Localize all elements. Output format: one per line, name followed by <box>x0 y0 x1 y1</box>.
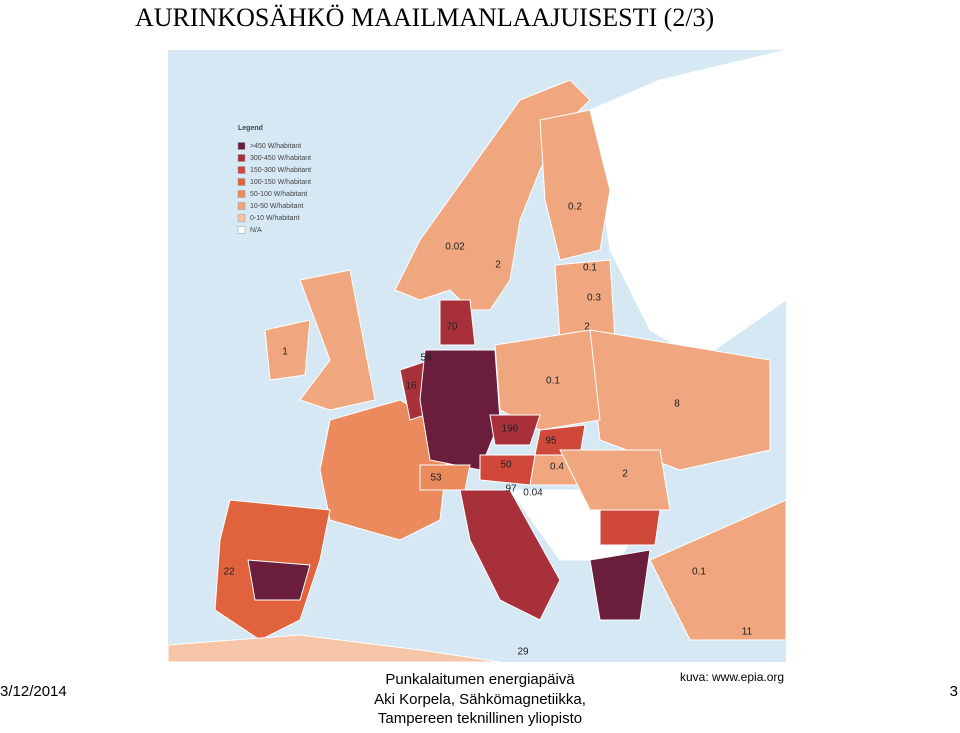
africa <box>167 634 501 663</box>
region-label: 0.4 <box>550 462 564 473</box>
russia <box>589 49 787 361</box>
legend-swatch <box>237 190 246 198</box>
footer-line: Tampereen teknillinen yliopisto <box>378 710 582 727</box>
region-label: 50 <box>500 460 512 471</box>
slide-title: AURINKOSÄHKÖ MAAILMANLAAJUISESTI (2/3) <box>135 3 714 32</box>
switzerland <box>419 464 471 491</box>
region-label: 0.02 <box>445 242 465 253</box>
legend-entry: >450 W/habitant <box>250 143 301 150</box>
uk <box>299 269 376 411</box>
legend-entry: 50-100 W/habitant <box>250 191 307 198</box>
legend-swatch <box>237 142 246 150</box>
poland <box>494 329 601 431</box>
region-label: 11 <box>742 627 753 638</box>
turkey <box>649 499 787 641</box>
finland <box>539 109 611 261</box>
legend-swatch <box>237 178 246 186</box>
ireland <box>264 319 311 381</box>
region-label: 8 <box>674 399 680 410</box>
greece <box>589 549 651 621</box>
romania <box>559 449 671 511</box>
legend-entry: N/A <box>250 227 262 234</box>
legend-swatch <box>237 226 246 234</box>
legend-entry: 100-150 W/habitant <box>250 179 311 186</box>
region-label: 59 <box>420 353 432 364</box>
bulgaria <box>599 509 661 546</box>
denmark <box>439 299 476 346</box>
page-number: 3 <box>950 683 958 700</box>
region-label: 97 <box>505 484 517 495</box>
region-label: 70 <box>446 322 458 333</box>
region-label: 0.1 <box>692 567 706 578</box>
legend-entry: 150-300 W/habitant <box>250 167 311 174</box>
legend-entry: 0-10 W/habitant <box>250 215 299 222</box>
legend-swatch <box>237 154 246 162</box>
legend-swatch <box>237 214 246 222</box>
region-label: 0.1 <box>583 263 597 274</box>
region-label: 2 <box>495 260 501 271</box>
map-labels: 0.02 2 0.2 0.1 0.3 2 70 59 16 1 0.1 8 196 95 0.4 2 50 53 9… <box>223 202 752 658</box>
region-label: 1 <box>282 347 288 358</box>
region-label: 0.04 <box>523 488 543 499</box>
region-label: 2 <box>622 469 628 480</box>
legend-entry: 10-50 W/habitant <box>250 203 303 210</box>
legend-swatch <box>237 166 246 174</box>
footer-line: Aki Korpela, Sähkömagnetiikka, <box>374 691 586 708</box>
region-label: 0.3 <box>587 293 601 304</box>
region-label: 53 <box>430 473 442 484</box>
legend-entry: 300-450 W/habitant <box>250 155 311 162</box>
source: kuva: www.epia.org <box>680 670 784 684</box>
date: 3/12/2014 <box>0 683 67 700</box>
czech <box>489 414 541 446</box>
footer-line: Punkalaitumen energiapäivä <box>385 671 575 688</box>
region-label: 0.1 <box>546 376 560 387</box>
spain-center <box>247 559 311 601</box>
region-label: 95 <box>545 436 557 447</box>
region-label: 2 <box>584 322 590 333</box>
legend-title: Legend <box>238 125 263 132</box>
map <box>167 49 787 663</box>
legend-swatch <box>237 202 246 210</box>
region-label: 0.2 <box>568 202 582 213</box>
region-label: 29 <box>517 647 529 658</box>
legend: Legend >450 W/habitant 300-450 W/habitant… <box>237 125 311 234</box>
region-label: 22 <box>223 567 235 578</box>
region-label: 196 <box>502 424 519 435</box>
austria <box>479 454 536 486</box>
region-label: 16 <box>405 381 417 392</box>
